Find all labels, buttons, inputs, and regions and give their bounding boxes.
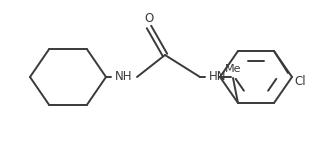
Text: NH: NH [115,71,133,84]
Text: Me: Me [225,64,241,74]
Text: O: O [144,13,154,26]
Text: HN: HN [209,71,227,84]
Text: Cl: Cl [294,75,306,88]
